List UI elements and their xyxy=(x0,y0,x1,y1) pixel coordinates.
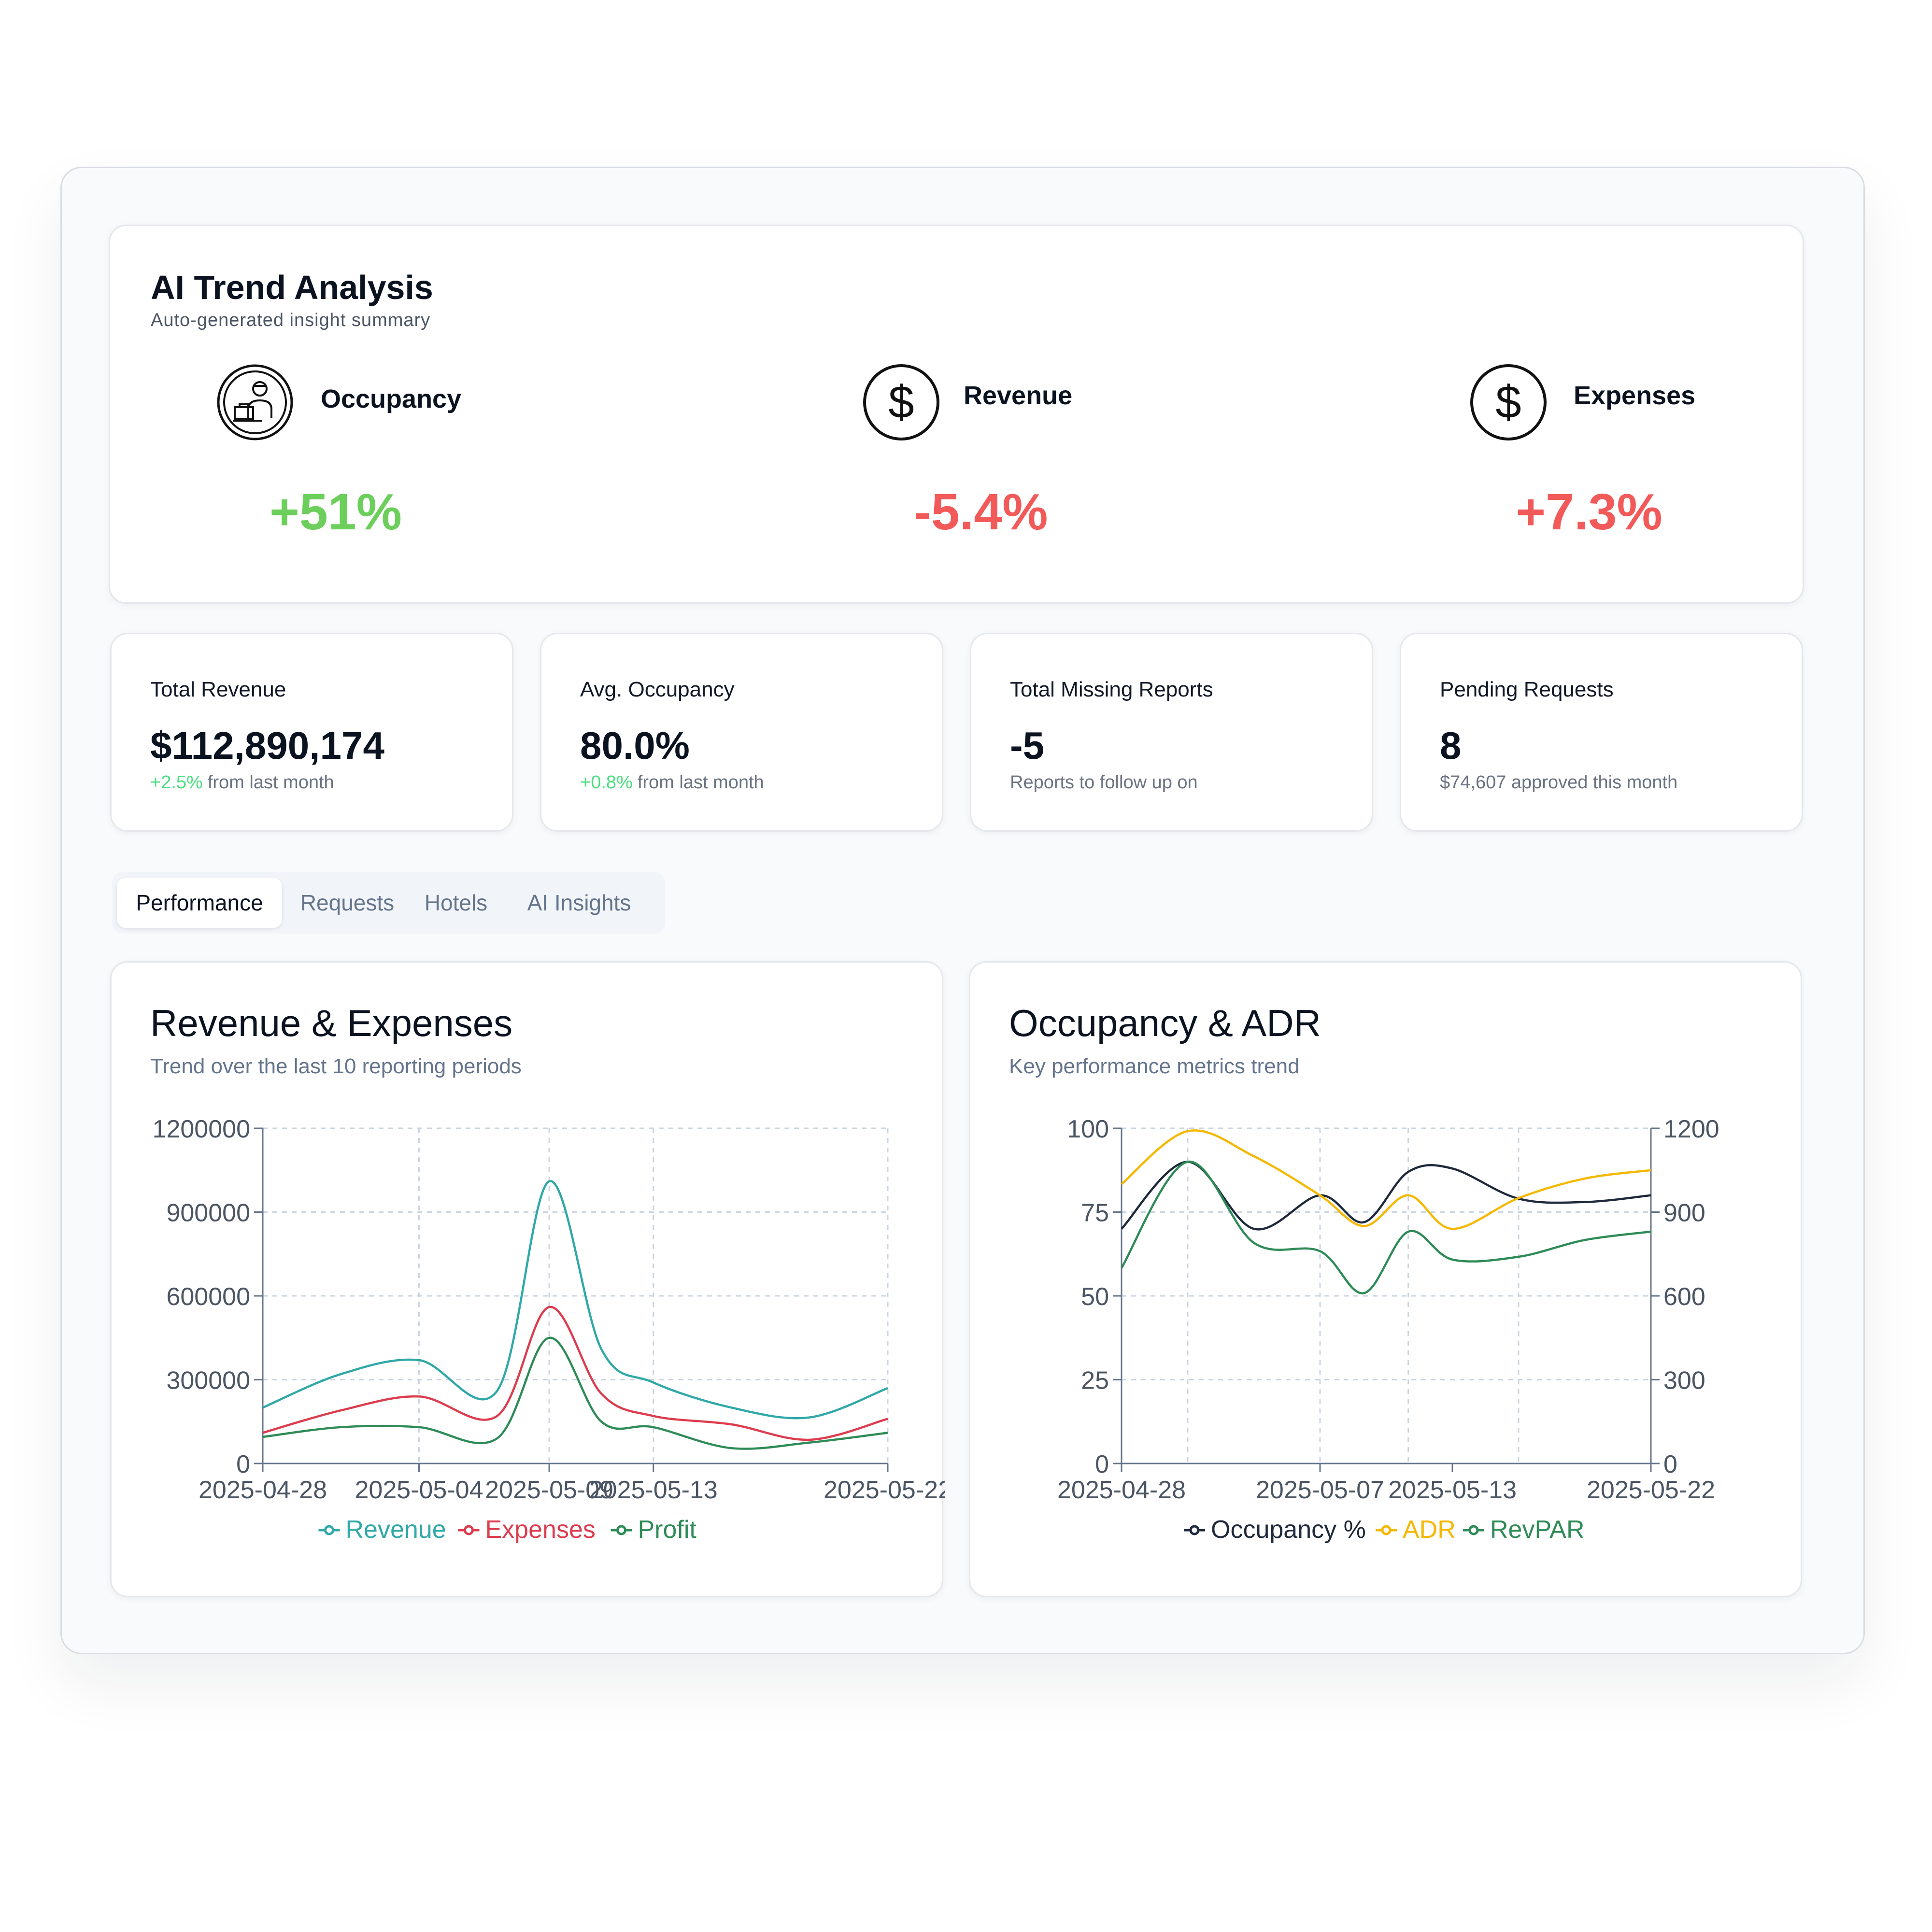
tab-requests[interactable]: Requests xyxy=(300,890,395,915)
stat-value: 80.0% xyxy=(580,724,690,767)
x-tick-label: 2025-04-28 xyxy=(1057,1476,1186,1504)
x-tick-label: 2025-05-13 xyxy=(589,1476,718,1504)
metric-revenue-label: Revenue xyxy=(964,381,1073,410)
chart-title: Revenue & Expenses xyxy=(150,1002,513,1044)
stat-label: Total Missing Reports xyxy=(1010,678,1213,701)
legend-label: Expenses xyxy=(485,1516,596,1544)
chart-subtitle: Key performance metrics trend xyxy=(1009,1054,1300,1078)
ai-trend-title: AI Trend Analysis xyxy=(151,269,433,306)
revenue-expenses-chart: 0 300000 600000 900000 1200000 2025-04-28 2025… xyxy=(153,1115,945,1544)
dollar-circle-icon: $ xyxy=(1470,364,1547,440)
stat-note-text: Reports to follow up on xyxy=(1010,772,1198,793)
series-line-revenue xyxy=(262,1180,888,1420)
legend-marker-dot xyxy=(464,1525,474,1535)
tab-bar: Performance Requests Hotels AI Insights xyxy=(112,872,665,934)
y-tick-label: 50 xyxy=(1081,1283,1109,1311)
occupancy-adr-card: Occupancy & ADR Key performance metrics … xyxy=(969,961,1802,1597)
stat-note: $74,607 approved this month xyxy=(1440,772,1677,793)
tab-hotels[interactable]: Hotels xyxy=(424,890,488,915)
y-tick-label-right: 900 xyxy=(1663,1199,1705,1227)
x-tick-label: 2025-05-07 xyxy=(1256,1476,1384,1504)
stat-label: Avg. Occupancy xyxy=(580,678,735,701)
svg-text:$: $ xyxy=(1495,376,1521,428)
legend-marker-dot xyxy=(616,1525,626,1535)
tab-ai-insights[interactable]: AI Insights xyxy=(527,890,631,915)
legend-marker-dot xyxy=(1381,1525,1392,1535)
legend-label: ADR xyxy=(1403,1516,1456,1544)
stat-card-pending-requests: Pending Requests 8 $74,607 approved this… xyxy=(1400,633,1803,832)
stat-note: +0.8% from last month xyxy=(580,772,764,793)
ai-trend-subtitle: Auto-generated insight summary xyxy=(151,310,431,330)
stat-note: Reports to follow up on xyxy=(1010,772,1198,793)
y-tick-label: 900000 xyxy=(166,1199,250,1227)
x-tick-label: 2025-05-09 xyxy=(485,1476,613,1504)
y-tick-label: 0 xyxy=(236,1450,250,1478)
metric-revenue-value: -5.4% xyxy=(914,483,1048,540)
stat-card-missing-reports: Total Missing Reports -5 Reports to foll… xyxy=(970,633,1373,832)
y-tick-label: 300000 xyxy=(166,1367,250,1395)
series-line-expenses xyxy=(262,1306,888,1441)
stat-value: 8 xyxy=(1440,724,1462,767)
stat-card-avg-occupancy: Avg. Occupancy 80.0% +0.8% from last mont… xyxy=(540,633,943,832)
y-tick-label-right: 0 xyxy=(1663,1450,1677,1478)
y-tick-label: 1200000 xyxy=(153,1115,250,1143)
legend-marker-dot xyxy=(1468,1525,1479,1535)
metric-expenses-value: +7.3% xyxy=(1516,483,1662,540)
y-tick-label: 600000 xyxy=(166,1283,250,1311)
y-tick-label-right: 600 xyxy=(1663,1283,1705,1311)
chart-title: Occupancy & ADR xyxy=(1009,1002,1321,1044)
y-tick-label-right: 300 xyxy=(1663,1367,1705,1395)
x-tick-label: 2025-05-22 xyxy=(1587,1476,1715,1504)
stat-label: Pending Requests xyxy=(1440,678,1614,701)
occupancy-adr-chart: 0 25 50 75 100 0 300 600 900 1200 2025-04-28 2025-0… xyxy=(1057,1115,1719,1544)
series-line-revpar xyxy=(1121,1161,1651,1294)
x-tick-label: 2025-05-13 xyxy=(1388,1476,1517,1504)
y-tick-label-right: 1200 xyxy=(1663,1115,1719,1143)
legend-marker-dot xyxy=(1189,1525,1200,1535)
tab-performance[interactable]: Performance xyxy=(117,878,282,928)
series-line-occupancy xyxy=(1121,1161,1651,1231)
chart-subtitle: Trend over the last 10 reporting periods xyxy=(150,1054,522,1078)
stat-note-text: from last month xyxy=(207,772,334,793)
ai-trend-card xyxy=(109,225,1804,604)
revenue-expenses-card: Revenue & Expenses Trend over the last 1… xyxy=(110,961,945,1597)
x-tick-label: 2025-05-22 xyxy=(824,1476,945,1504)
stat-note-text: from last month xyxy=(637,772,764,793)
series-line-adr xyxy=(1121,1129,1651,1230)
stat-card-total-revenue: Total Revenue $112,890,174 +2.5% from las… xyxy=(110,633,513,832)
stat-delta: +0.8% xyxy=(580,772,633,793)
x-tick-label: 2025-04-28 xyxy=(199,1476,327,1504)
metric-occupancy-label: Occupancy xyxy=(321,384,462,413)
hotel-staff-icon xyxy=(217,364,293,440)
legend-label: Occupancy % xyxy=(1211,1516,1366,1544)
y-tick-label: 0 xyxy=(1095,1450,1109,1478)
y-tick-label: 100 xyxy=(1067,1115,1109,1143)
stat-delta: +2.5% xyxy=(150,772,203,793)
legend-marker-dot xyxy=(324,1525,334,1535)
stat-note-text: $74,607 approved this month xyxy=(1440,772,1678,793)
legend-label: Revenue xyxy=(346,1516,446,1544)
y-tick-label: 25 xyxy=(1081,1367,1109,1395)
metric-occupancy-value: +51% xyxy=(269,483,402,540)
stat-value: $112,890,174 xyxy=(150,724,384,767)
x-tick-label: 2025-05-04 xyxy=(355,1476,483,1504)
series-line-profit xyxy=(262,1336,888,1450)
legend-label: Profit xyxy=(638,1516,697,1544)
metric-expenses-label: Expenses xyxy=(1574,381,1696,410)
y-tick-label: 75 xyxy=(1081,1199,1109,1227)
stat-note: +2.5% from last month xyxy=(150,772,334,793)
stat-value: -5 xyxy=(1010,724,1045,767)
dollar-circle-icon: $ xyxy=(863,364,939,440)
svg-text:$: $ xyxy=(888,376,914,428)
stat-label: Total Revenue xyxy=(150,678,286,701)
legend-label: RevPAR xyxy=(1490,1516,1585,1544)
